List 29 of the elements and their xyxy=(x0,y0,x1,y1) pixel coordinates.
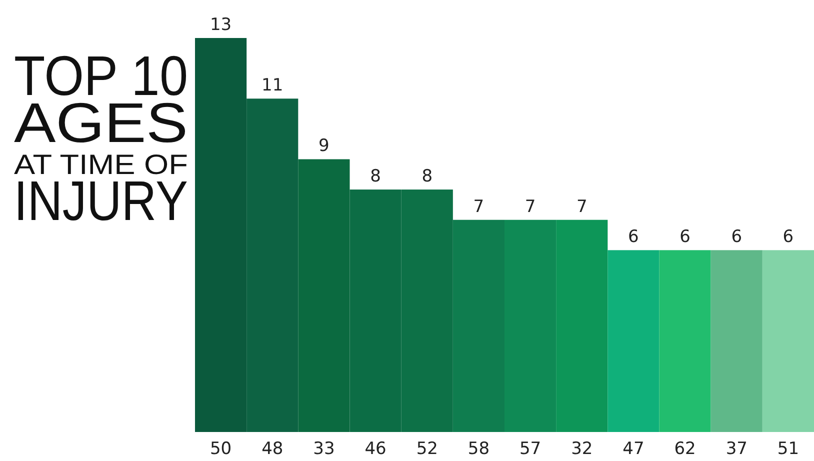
data-label: 6 xyxy=(680,227,690,248)
x-tick-label: 50 xyxy=(210,439,232,460)
data-label: 8 xyxy=(370,166,381,187)
data-label: 7 xyxy=(473,196,484,217)
bar xyxy=(762,250,814,432)
data-label: 6 xyxy=(628,227,639,248)
x-tick-label: 58 xyxy=(468,439,490,460)
text: TOP 10 AGES AT TIME OF INJURY xyxy=(14,46,188,233)
data-label: 6 xyxy=(782,227,794,248)
data-label: 13 xyxy=(210,15,232,35)
x-tick-label: 33 xyxy=(313,439,335,460)
x-tick-label: 52 xyxy=(416,439,438,460)
x-tick-label: 37 xyxy=(726,439,748,460)
data-label: 7 xyxy=(576,196,588,217)
data-label: 7 xyxy=(524,196,536,217)
data-label: 6 xyxy=(731,227,742,248)
data-label: 11 xyxy=(262,76,284,96)
x-tick-label: 48 xyxy=(262,439,284,460)
bar xyxy=(608,250,660,432)
x-tick-label: 47 xyxy=(622,439,644,460)
x-tick-label: 32 xyxy=(571,439,593,460)
x-tick-label: 62 xyxy=(674,439,696,460)
x-tick-label: 57 xyxy=(519,439,542,460)
bar xyxy=(710,250,762,432)
data-label: 8 xyxy=(422,166,433,187)
bar xyxy=(659,250,711,432)
x-tick-label: 46 xyxy=(364,439,386,460)
x-tick-label: 51 xyxy=(777,439,800,460)
data-label: 9 xyxy=(318,136,330,156)
